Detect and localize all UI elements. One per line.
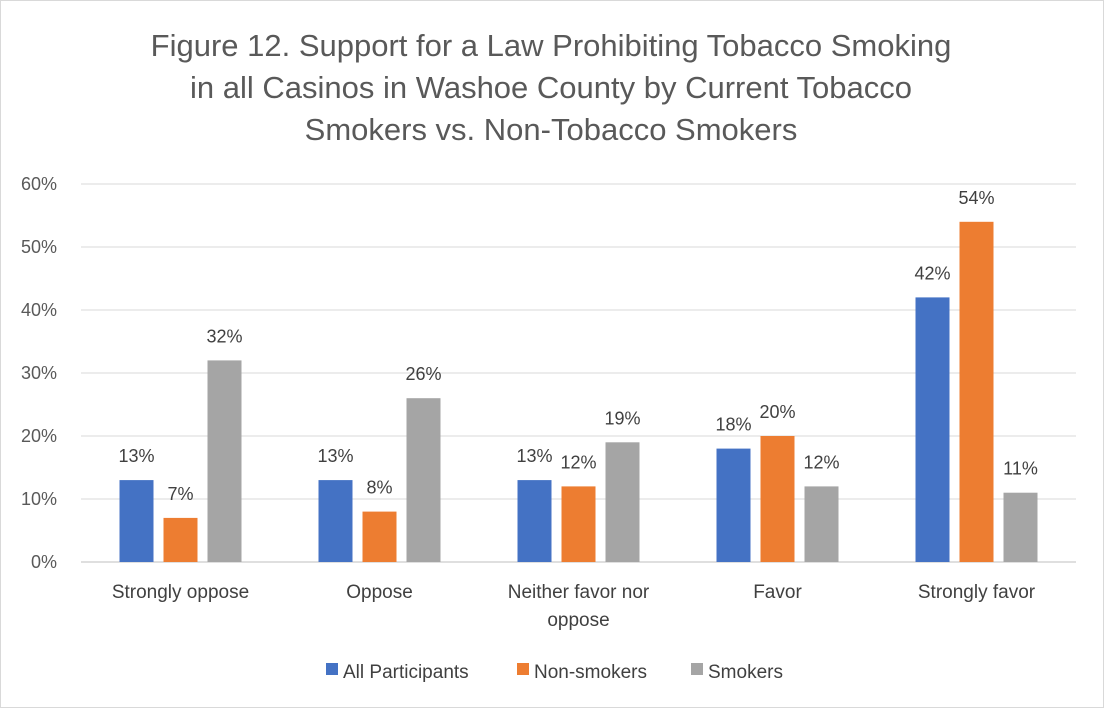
chart-title: Figure 12. Support for a Law Prohibiting… bbox=[1, 25, 1101, 151]
data-label: 7% bbox=[167, 484, 193, 504]
legend-swatch bbox=[326, 663, 338, 675]
chart-title-line: Smokers vs. Non-Tobacco Smokers bbox=[304, 112, 798, 147]
data-label: 12% bbox=[803, 452, 839, 472]
chart-title-line: Figure 12. Support for a Law Prohibiting… bbox=[150, 28, 952, 63]
x-tick-label: Oppose bbox=[346, 582, 413, 603]
bar bbox=[119, 480, 154, 562]
x-tick-label: oppose bbox=[547, 610, 609, 631]
data-label: 8% bbox=[366, 478, 392, 498]
data-label: 11% bbox=[1003, 459, 1038, 479]
legend-swatch bbox=[691, 663, 703, 675]
bar bbox=[517, 480, 552, 562]
bar bbox=[716, 448, 751, 562]
data-label: 13% bbox=[317, 446, 353, 466]
data-label: 20% bbox=[759, 402, 795, 422]
data-label: 18% bbox=[715, 415, 751, 435]
bar bbox=[959, 221, 994, 563]
bar bbox=[406, 398, 441, 562]
x-tick-label: Strongly favor bbox=[918, 582, 1036, 603]
legend-label: Non-smokers bbox=[534, 662, 647, 683]
data-label: 13% bbox=[516, 446, 552, 466]
y-tick-label: 30% bbox=[21, 363, 57, 383]
legend-label: All Participants bbox=[343, 662, 469, 683]
y-tick-label: 0% bbox=[31, 552, 57, 572]
x-tick-label: Favor bbox=[753, 582, 802, 603]
y-tick-label: 50% bbox=[21, 237, 57, 257]
bar bbox=[561, 486, 596, 562]
x-tick-label: Strongly oppose bbox=[112, 582, 249, 603]
data-label: 12% bbox=[560, 452, 596, 472]
bar bbox=[915, 297, 950, 562]
bar bbox=[760, 436, 795, 562]
y-tick-label: 20% bbox=[21, 426, 57, 446]
bar bbox=[605, 442, 640, 562]
data-label: 54% bbox=[958, 188, 994, 208]
legend-label: Smokers bbox=[708, 662, 783, 683]
data-label: 19% bbox=[604, 408, 640, 428]
x-tick-label: Neither favor nor bbox=[508, 582, 650, 603]
bar bbox=[318, 480, 353, 562]
y-tick-label: 40% bbox=[21, 300, 57, 320]
bar bbox=[1003, 492, 1038, 562]
bar bbox=[362, 511, 397, 562]
data-label: 32% bbox=[206, 326, 242, 346]
data-label: 13% bbox=[118, 446, 154, 466]
data-label: 42% bbox=[914, 263, 950, 283]
bar bbox=[804, 486, 839, 562]
data-label: 26% bbox=[405, 364, 441, 384]
legend-swatch bbox=[517, 663, 529, 675]
y-tick-label: 60% bbox=[21, 174, 57, 194]
chart-title-line: in all Casinos in Washoe County by Curre… bbox=[190, 70, 912, 105]
bar bbox=[163, 517, 198, 562]
y-tick-label: 10% bbox=[21, 489, 57, 509]
bar bbox=[207, 360, 242, 562]
